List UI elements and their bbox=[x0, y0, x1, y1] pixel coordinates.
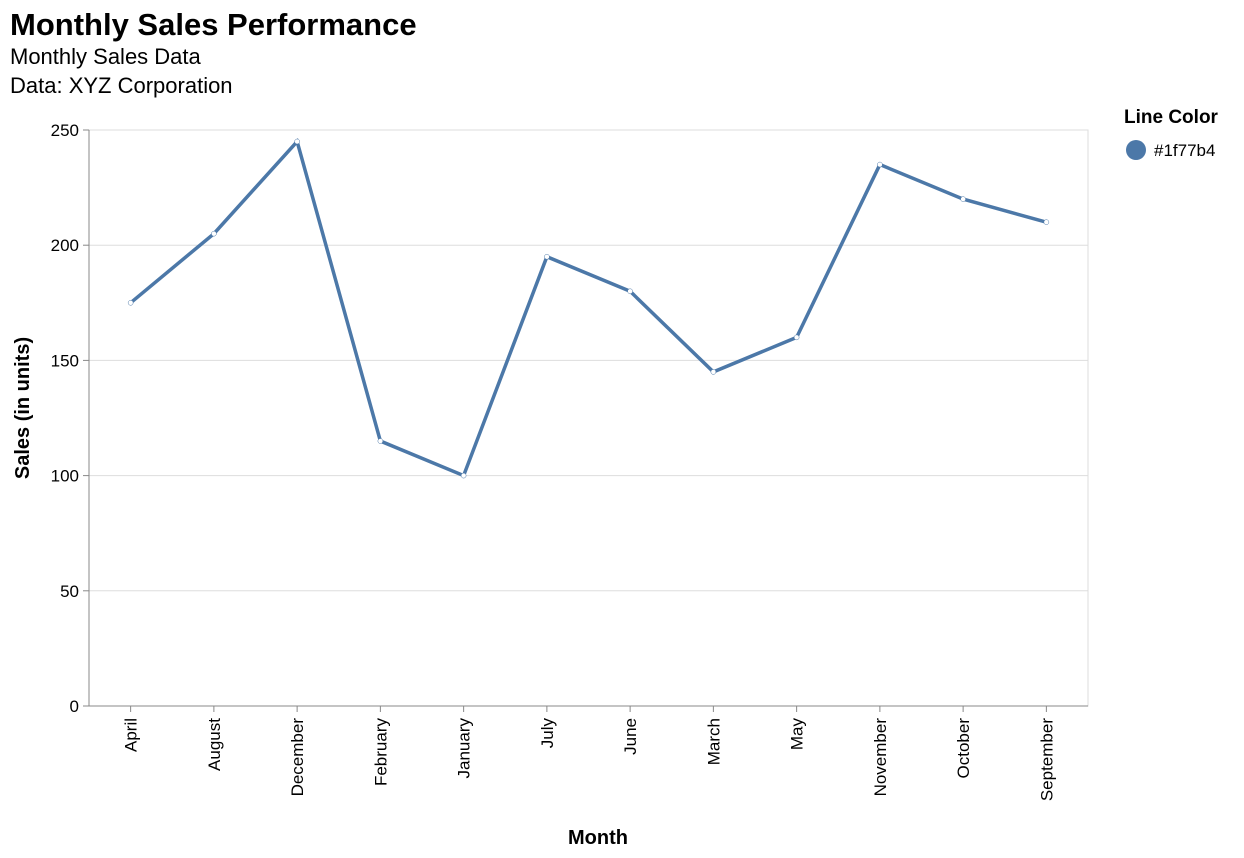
x-axis: April August December February January July Ju… bbox=[122, 706, 1056, 801]
x-tick-label: June bbox=[621, 718, 640, 755]
data-point bbox=[127, 300, 134, 306]
y-axis: 0 50 100 150 200 250 bbox=[51, 121, 89, 716]
series-layer bbox=[127, 137, 1050, 479]
data-point bbox=[793, 334, 800, 341]
data-point bbox=[960, 196, 966, 202]
x-tick-label: October bbox=[954, 718, 973, 779]
data-point bbox=[377, 438, 384, 444]
x-tick-label: December bbox=[288, 718, 307, 797]
x-tick-label: July bbox=[538, 718, 557, 749]
data-point bbox=[544, 253, 550, 260]
legend-title: Line Color bbox=[1124, 107, 1219, 128]
chart-title: Monthly Sales Performance bbox=[10, 7, 417, 42]
x-tick-label: March bbox=[704, 718, 723, 765]
legend-swatch bbox=[1126, 140, 1146, 160]
gridlines bbox=[89, 129, 1088, 707]
legend-label: #1f77b4 bbox=[1154, 141, 1215, 160]
data-point bbox=[710, 369, 717, 375]
legend: Line Color #1f77b4 bbox=[1124, 107, 1219, 160]
x-tick-label: January bbox=[455, 718, 474, 779]
x-tick-label: May bbox=[788, 718, 807, 751]
x-tick-label: November bbox=[871, 718, 890, 797]
data-point bbox=[627, 288, 633, 295]
y-tick-label: 250 bbox=[51, 121, 79, 140]
plot-area-frame bbox=[88, 129, 1089, 707]
x-axis-title: Month bbox=[568, 827, 628, 849]
y-axis-title: Sales (in units) bbox=[12, 337, 34, 479]
data-point bbox=[294, 138, 300, 145]
x-tick-label: February bbox=[371, 718, 390, 787]
y-tick-label: 200 bbox=[51, 236, 79, 255]
y-tick-label: 50 bbox=[60, 582, 79, 601]
x-tick-label: August bbox=[205, 718, 224, 771]
y-tick-label: 0 bbox=[70, 697, 79, 716]
data-point bbox=[211, 230, 217, 237]
y-tick-label: 150 bbox=[51, 351, 79, 370]
data-point bbox=[1043, 219, 1050, 225]
data-point bbox=[460, 472, 467, 479]
chart-subtitle-line-2: Data: XYZ Corporation bbox=[10, 73, 233, 98]
x-tick-label: September bbox=[1037, 718, 1056, 801]
x-tick-label: April bbox=[122, 718, 141, 752]
chart-subtitle-line-1: Monthly Sales Data bbox=[10, 44, 202, 69]
series-line bbox=[129, 137, 1047, 478]
data-point bbox=[877, 161, 883, 168]
y-tick-label: 100 bbox=[51, 467, 79, 486]
